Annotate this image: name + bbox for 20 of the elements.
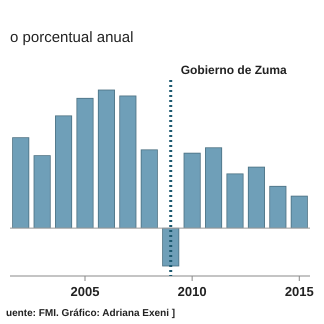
- bar: [290, 196, 308, 229]
- bar: [205, 147, 222, 229]
- bar: [55, 115, 72, 229]
- bar: [162, 228, 180, 266]
- bar: [269, 186, 286, 229]
- bar: [226, 173, 244, 229]
- bar: [248, 166, 265, 229]
- x-tick-label: 2010: [178, 284, 207, 299]
- x-tick-label: 2005: [70, 284, 100, 299]
- bar: [119, 96, 136, 229]
- ref-line-label: Gobierno de Zuma: [180, 63, 288, 77]
- bar: [76, 98, 94, 229]
- text: uente: FMI. Gráfico: Adriana Exeni ]: [6, 308, 176, 319]
- bar: [34, 155, 51, 229]
- bar: [184, 152, 201, 229]
- bar: [98, 90, 115, 229]
- chart-title: o porcentual anual: [10, 29, 134, 46]
- bar: [140, 149, 158, 229]
- bar: [12, 137, 30, 229]
- x-tick-label: 2015: [284, 284, 314, 299]
